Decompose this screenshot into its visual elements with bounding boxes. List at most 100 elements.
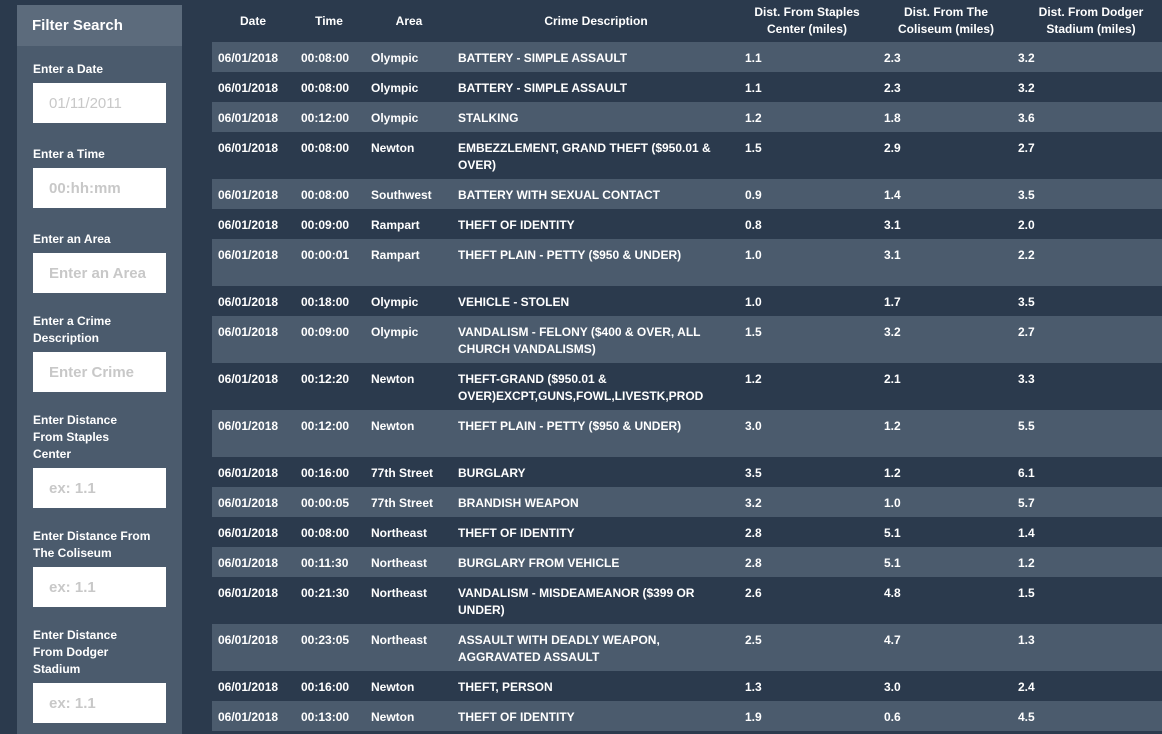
staples-distance-filter-input[interactable] (33, 468, 166, 508)
row-crime-description: VANDALISM - MISDEAMEANOR ($399 OR UNDER) (458, 586, 695, 617)
header-dodger-distance: Dist. From Dodger Stadium (miles) (1038, 5, 1144, 36)
row-area: Southwest (371, 188, 432, 202)
row-time: 00:12:00 (301, 419, 350, 433)
table-row: 06/01/2018 00:08:00 Southwest BATTERY WITH … (212, 179, 1162, 209)
row-staples-distance: 2.5 (745, 633, 762, 647)
row-staples-distance: 1.3 (745, 680, 762, 694)
row-time: 00:12:20 (301, 372, 350, 386)
row-coliseum-distance: 2.3 (884, 51, 901, 65)
row-area: Newton (371, 419, 415, 433)
row-area: Newton (371, 710, 415, 724)
table-body: 06/01/2018 00:08:00 Olympic BATTERY - SIMPL… (212, 42, 1162, 734)
row-coliseum-distance: 3.1 (884, 218, 901, 232)
dodger-distance-filter-label: Enter Distance From Dodger Stadium (33, 628, 118, 676)
row-date: 06/01/2018 (218, 51, 279, 65)
row-crime-description: VANDALISM - FELONY ($400 & OVER, ALL CHU… (458, 325, 701, 356)
row-time: 00:00:01 (301, 248, 350, 262)
row-coliseum-distance: 0.6 (884, 710, 901, 724)
row-staples-distance: 2.6 (745, 586, 762, 600)
header-coliseum-distance: Dist. From The Coliseum (miles) (897, 5, 995, 36)
row-dodger-distance: 1.3 (1018, 633, 1035, 647)
row-coliseum-distance: 2.3 (884, 81, 901, 95)
row-date: 06/01/2018 (218, 496, 279, 510)
row-time: 00:08:00 (301, 51, 350, 65)
row-crime-description: ASSAULT WITH DEADLY WEAPON, AGGRAVATED A… (458, 633, 660, 664)
row-area: 77th Street (371, 496, 434, 510)
row-coliseum-distance: 5.1 (884, 556, 901, 570)
row-dodger-distance: 2.7 (1018, 141, 1035, 155)
row-date: 06/01/2018 (218, 419, 279, 433)
table-header: Date Time Area Crime Description Dist. F… (212, 0, 1162, 42)
row-area: Olympic (371, 111, 419, 125)
row-coliseum-distance: 1.4 (884, 188, 901, 202)
row-coliseum-distance: 1.2 (884, 419, 901, 433)
time-filter-label: Enter a Time (33, 147, 105, 161)
row-area: Olympic (371, 81, 419, 95)
row-staples-distance: 1.1 (745, 51, 762, 65)
table-row: 06/01/2018 00:16:00 Newton THEFT, PERSON 1.3… (212, 671, 1162, 701)
row-date: 06/01/2018 (218, 710, 279, 724)
row-coliseum-distance: 2.9 (884, 141, 901, 155)
row-crime-description: VEHICLE - STOLEN (458, 295, 570, 309)
dodger-distance-filter-input[interactable] (33, 683, 166, 723)
table-row: 06/01/2018 00:13:00 Newton THEFT OF IDENTIT… (212, 701, 1162, 731)
row-dodger-distance: 4.5 (1018, 710, 1035, 724)
row-coliseum-distance: 4.8 (884, 586, 901, 600)
crime-filter-input[interactable] (33, 352, 166, 392)
row-crime-description: THEFT PLAIN - PETTY ($950 & UNDER) (458, 248, 682, 262)
row-coliseum-distance: 3.1 (884, 248, 901, 262)
row-crime-description: STALKING (458, 111, 519, 125)
area-filter-input[interactable] (33, 253, 166, 293)
date-filter-input[interactable] (33, 83, 166, 123)
row-date: 06/01/2018 (218, 325, 279, 339)
row-crime-description: THEFT OF IDENTITY (458, 526, 575, 540)
row-dodger-distance: 5.5 (1018, 419, 1035, 433)
row-date: 06/01/2018 (218, 141, 279, 155)
date-filter-label: Enter a Date (33, 62, 104, 76)
row-crime-description: BATTERY - SIMPLE ASSAULT (458, 51, 628, 65)
area-filter-label: Enter an Area (33, 232, 111, 246)
row-coliseum-distance: 1.7 (884, 295, 901, 309)
row-crime-description: THEFT-GRAND ($950.01 & OVER)EXCPT,GUNS,F… (458, 372, 704, 403)
table-row: 06/01/2018 00:12:20 Newton THEFT-GRAND ($95… (212, 363, 1162, 410)
row-date: 06/01/2018 (218, 680, 279, 694)
table-row: 06/01/2018 00:08:00 Olympic BATTERY - SIMPL… (212, 72, 1162, 102)
row-staples-distance: 1.1 (745, 81, 762, 95)
row-time: 00:23:05 (301, 633, 350, 647)
row-area: Northeast (371, 633, 428, 647)
row-crime-description: BATTERY - SIMPLE ASSAULT (458, 81, 628, 95)
row-staples-distance: 3.2 (745, 496, 762, 510)
table-row: 06/01/2018 00:12:00 Olympic STALKING 1.2 1.8 3… (212, 102, 1162, 132)
row-time: 00:09:00 (301, 325, 350, 339)
row-staples-distance: 1.0 (745, 248, 762, 262)
table-row: 06/01/2018 00:21:30 Northeast VANDALISM - M… (212, 577, 1162, 624)
row-date: 06/01/2018 (218, 633, 279, 647)
row-crime-description: EMBEZZLEMENT, GRAND THEFT ($950.01 & OVE… (458, 141, 711, 172)
row-dodger-distance: 2.0 (1018, 218, 1035, 232)
row-crime-description: BATTERY WITH SEXUAL CONTACT (458, 188, 660, 202)
row-crime-description: THEFT OF IDENTITY (458, 218, 575, 232)
row-area: Olympic (371, 51, 419, 65)
row-dodger-distance: 2.2 (1018, 248, 1035, 262)
time-filter-input[interactable] (33, 168, 166, 208)
row-time: 00:18:00 (301, 295, 350, 309)
row-area: 77th Street (371, 466, 434, 480)
row-area: Olympic (371, 295, 419, 309)
row-time: 00:21:30 (301, 586, 350, 600)
row-date: 06/01/2018 (218, 586, 279, 600)
row-dodger-distance: 1.4 (1018, 526, 1035, 540)
sidebar-title: Filter Search (17, 5, 182, 46)
table-row: 06/01/2018 00:11:30 Northeast BURGLARY FROM… (212, 547, 1162, 577)
row-staples-distance: 3.0 (745, 419, 762, 433)
row-time: 00:08:00 (301, 141, 350, 155)
coliseum-distance-filter-input[interactable] (33, 567, 166, 607)
header-area: Area (395, 13, 423, 28)
row-dodger-distance: 2.4 (1018, 680, 1035, 694)
row-dodger-distance: 5.7 (1018, 496, 1035, 510)
row-date: 06/01/2018 (218, 81, 279, 95)
row-time: 00:11:30 (301, 556, 349, 570)
row-crime-description: BRANDISH WEAPON (458, 496, 579, 510)
row-area: Newton (371, 372, 415, 386)
